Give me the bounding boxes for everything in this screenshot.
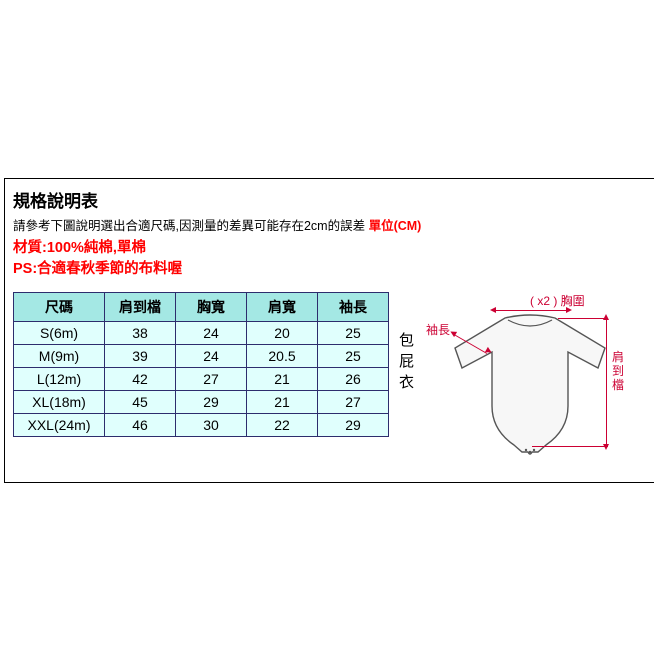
guide-top-line [558, 318, 608, 319]
col-header: 肩到檔 [105, 293, 176, 322]
table-cell: 26 [318, 368, 389, 391]
table-row: M(9m)392420.525 [14, 345, 389, 368]
table-cell: 38 [105, 322, 176, 345]
table-cell: 27 [318, 391, 389, 414]
table-row: XXL(24m)46302229 [14, 414, 389, 437]
table-cell: 25 [318, 345, 389, 368]
table-cell: 22 [247, 414, 318, 437]
arrow-down-icon [603, 444, 609, 450]
dim-shoulder-crotch-label: 肩到檔 [612, 350, 624, 392]
col-header: 袖長 [318, 293, 389, 322]
spec-subtitle: 請參考下圖說明選出合適尺碼,因測量的差異可能存在2cm的誤差 [13, 219, 365, 233]
table-row: L(12m)42272126 [14, 368, 389, 391]
dim-sleeve-label: 袖長 [426, 324, 450, 337]
vertical-garment-label: 包屁衣 [395, 332, 416, 395]
dim-chest-label: ( x2 ) 胸圍 [530, 292, 585, 309]
col-header: 胸寬 [176, 293, 247, 322]
table-cell: 20 [247, 322, 318, 345]
table-cell: 20.5 [247, 345, 318, 368]
table-cell: 21 [247, 391, 318, 414]
table-cell: 25 [318, 322, 389, 345]
onesie-outline-icon [450, 310, 610, 460]
col-header: 肩寬 [247, 293, 318, 322]
dim-shoulder-crotch-line [606, 318, 607, 446]
table-row: S(6m)38242025 [14, 322, 389, 345]
spec-title: 規格說明表 [13, 187, 654, 212]
arrow-up-icon [603, 314, 609, 320]
table-cell: L(12m) [14, 368, 105, 391]
garment-diagram: ( x2 ) 胸圍 袖長 肩到檔 [420, 292, 640, 462]
table-cell: 21 [247, 368, 318, 391]
ps-line: PS:合適春秋季節的布料喔 [13, 257, 654, 278]
table-cell: 27 [176, 368, 247, 391]
table-cell: 39 [105, 345, 176, 368]
table-cell: XXL(24m) [14, 414, 105, 437]
table-cell: M(9m) [14, 345, 105, 368]
table-cell: 42 [105, 368, 176, 391]
material-line: 材質:100%純棉,單棉 [13, 236, 654, 257]
unit-label: 單位(CM) [369, 219, 422, 233]
arrow-left-icon [490, 307, 496, 313]
table-cell: 24 [176, 322, 247, 345]
table-cell: 29 [176, 391, 247, 414]
table-cell: 24 [176, 345, 247, 368]
table-cell: 30 [176, 414, 247, 437]
size-table: 尺碼肩到檔胸寬肩寬袖長S(6m)38242025M(9m)392420.525L… [13, 292, 389, 437]
table-cell: 29 [318, 414, 389, 437]
table-row: XL(18m)45292127 [14, 391, 389, 414]
arrow-right-icon [566, 307, 572, 313]
spec-subtitle-row: 請參考下圖說明選出合適尺碼,因測量的差異可能存在2cm的誤差 單位(CM) [13, 215, 654, 234]
table-cell: XL(18m) [14, 391, 105, 414]
col-header: 尺碼 [14, 293, 105, 322]
table-cell: S(6m) [14, 322, 105, 345]
content-row: 尺碼肩到檔胸寬肩寬袖長S(6m)38242025M(9m)392420.525L… [13, 292, 654, 462]
spec-frame: 規格說明表 請參考下圖說明選出合適尺碼,因測量的差異可能存在2cm的誤差 單位(… [4, 178, 654, 483]
dim-chest-line [492, 310, 568, 311]
guide-bottom-line [532, 446, 608, 447]
table-cell: 45 [105, 391, 176, 414]
table-cell: 46 [105, 414, 176, 437]
